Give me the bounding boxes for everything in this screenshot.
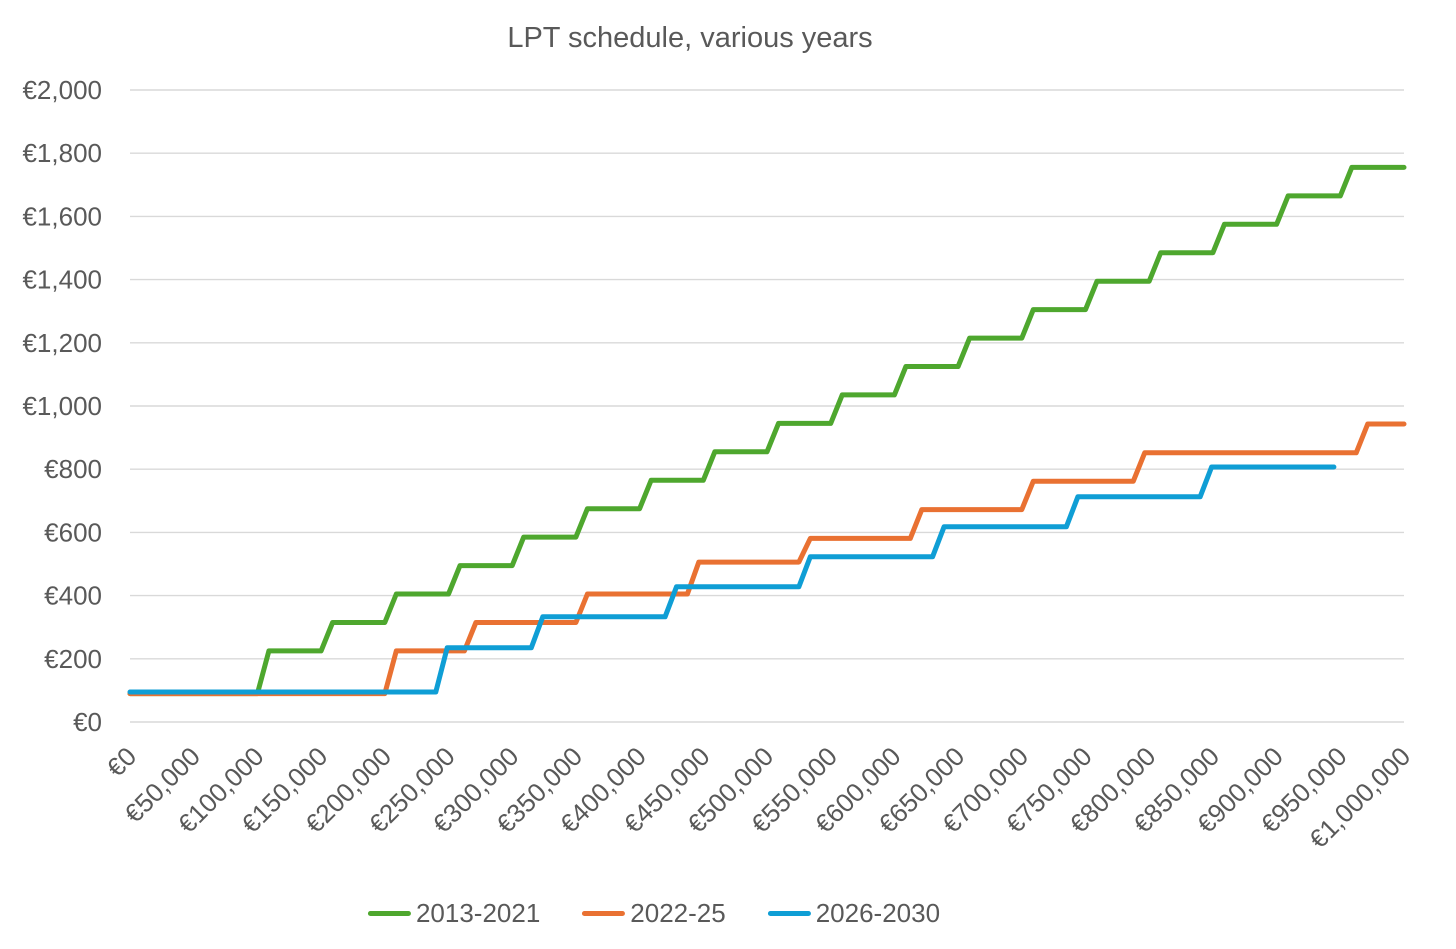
chart-title: LPT schedule, various years	[507, 22, 873, 54]
series-line-2013-2021	[127, 164, 1407, 697]
y-axis-label: €1,000	[22, 391, 102, 421]
legend-item-2022-25: 2022-25	[582, 898, 726, 929]
y-axis-label: €1,200	[22, 328, 102, 358]
y-axis-label: €200	[44, 644, 102, 674]
legend-swatch-2022-25	[582, 911, 626, 916]
series-line-2026-2030	[127, 464, 1337, 695]
y-axis-label: €600	[44, 517, 102, 547]
x-axis-labels: €0€50,000€100,000€150,000€200,000€250,00…	[101, 741, 1417, 854]
legend-item-2013-2021: 2013-2021	[367, 898, 541, 929]
series-lines	[127, 164, 1407, 697]
y-axis-label: €1,600	[22, 201, 102, 231]
legend-swatch-2013-2021	[367, 911, 411, 916]
legend-item-2026-2030: 2026-2030	[767, 898, 941, 929]
y-axis-label: €2,000	[22, 75, 102, 105]
legend-swatch-2026-2030	[767, 911, 811, 916]
legend-label: 2013-2021	[415, 898, 541, 928]
y-axis-label: €0	[73, 707, 102, 737]
y-axis-label: €1,400	[22, 265, 102, 295]
y-axis-label: €800	[44, 454, 102, 484]
x-axis-label: €0	[101, 741, 143, 783]
legend-label: 2022-25	[630, 898, 726, 928]
legend-label: 2026-2030	[815, 898, 941, 928]
gridlines	[130, 89, 1404, 723]
legend: 2013-2021 2022-25 2026-2030	[367, 898, 941, 929]
y-axis-labels: €0 €200 €400 €600 €800 €1,000 €1,200 €1,400 €1,6…	[22, 75, 102, 737]
y-axis-label: €400	[44, 581, 102, 611]
y-axis-label: €1,800	[22, 138, 102, 168]
